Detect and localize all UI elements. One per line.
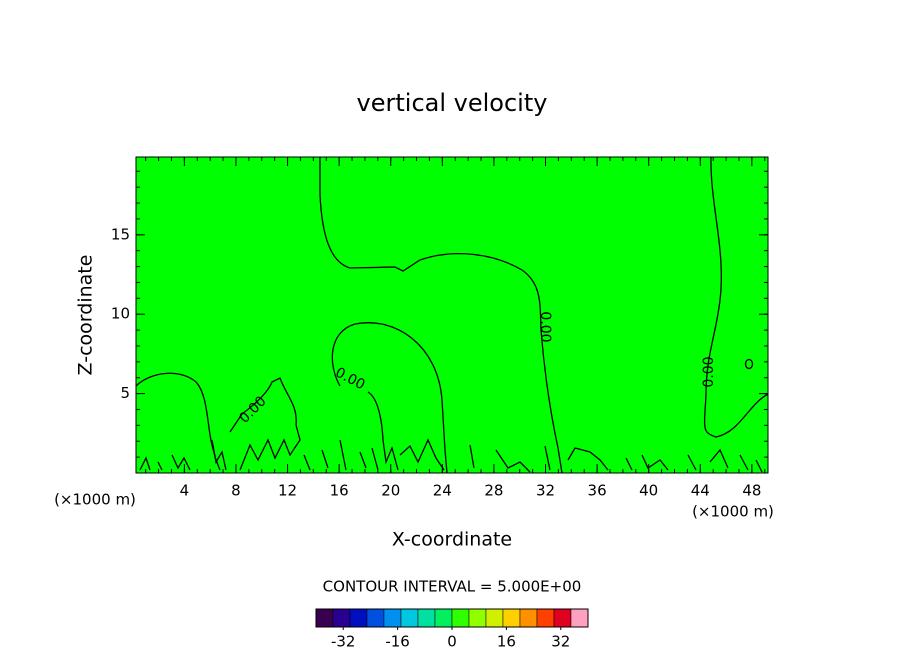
colorbar-bin [519, 608, 538, 628]
colorbar-bin [502, 608, 521, 628]
contour-interval: CONTOUR INTERVAL = 5.000E+00 [323, 578, 582, 596]
contour-line [703, 156, 769, 438]
velocity-field [136, 157, 768, 473]
x-tick-label: 16 [330, 482, 349, 500]
colorbar-bin [451, 608, 470, 628]
contour-label: 0.00 [701, 356, 717, 387]
contour-line [135, 372, 221, 471]
plot-frame [135, 156, 769, 474]
contours [135, 156, 769, 474]
y-axis-label: Z-coordinate [75, 255, 97, 376]
colorbar-bin [366, 608, 385, 628]
colorbar-bin [434, 608, 453, 628]
x-tick-label: 12 [278, 482, 297, 500]
y-tick-label: 5 [120, 384, 130, 402]
colorbar-bin [417, 608, 436, 628]
colorbar-bin [485, 608, 504, 628]
colorbar-bin [332, 608, 351, 628]
y-tick-label: 15 [111, 225, 130, 243]
colorbar-bin [383, 608, 402, 628]
contour-line [139, 438, 763, 473]
contour-line [319, 157, 563, 474]
x-tick-label: 48 [742, 482, 761, 500]
x-axis-label: X-coordinate [392, 529, 512, 551]
x-tick-label: 8 [231, 482, 241, 500]
colorbar-tick-label: 0 [447, 633, 457, 651]
x-tick-label: 24 [433, 482, 452, 500]
contour-line [229, 377, 301, 471]
x-tick-label: 36 [588, 482, 607, 500]
x-tick-label: 40 [639, 482, 658, 500]
x-tick-label: 28 [484, 482, 503, 500]
colorbar-bin [536, 608, 555, 628]
colorbar-tick-label: -32 [331, 633, 356, 651]
contour-line [331, 322, 448, 474]
contour-line [744, 358, 754, 370]
colorbar-bin [468, 608, 487, 628]
x-tick-label: 4 [180, 482, 190, 500]
colorbar-tick-label: -16 [385, 633, 410, 651]
colorbar-tick-label: 32 [551, 633, 570, 651]
x-tick-label: 20 [381, 482, 400, 500]
colorbar-bin [349, 608, 368, 628]
chart-title: vertical velocity [357, 89, 548, 117]
colorbar-tick-label: 16 [497, 633, 516, 651]
colorbar-bin [553, 608, 572, 628]
contour-label: 0.00 [537, 311, 553, 342]
contour-line [367, 391, 399, 471]
x-unit-label: (×1000 m) [54, 491, 136, 509]
y-tick-label: 10 [111, 305, 130, 323]
colorbar-bin [570, 608, 589, 628]
x-tick-label: 32 [536, 482, 555, 500]
colorbar-bin [400, 608, 419, 628]
x-unit-label: (×1000 m) [692, 503, 774, 521]
colorbar-bin [315, 608, 334, 628]
x-tick-label: 44 [691, 482, 710, 500]
